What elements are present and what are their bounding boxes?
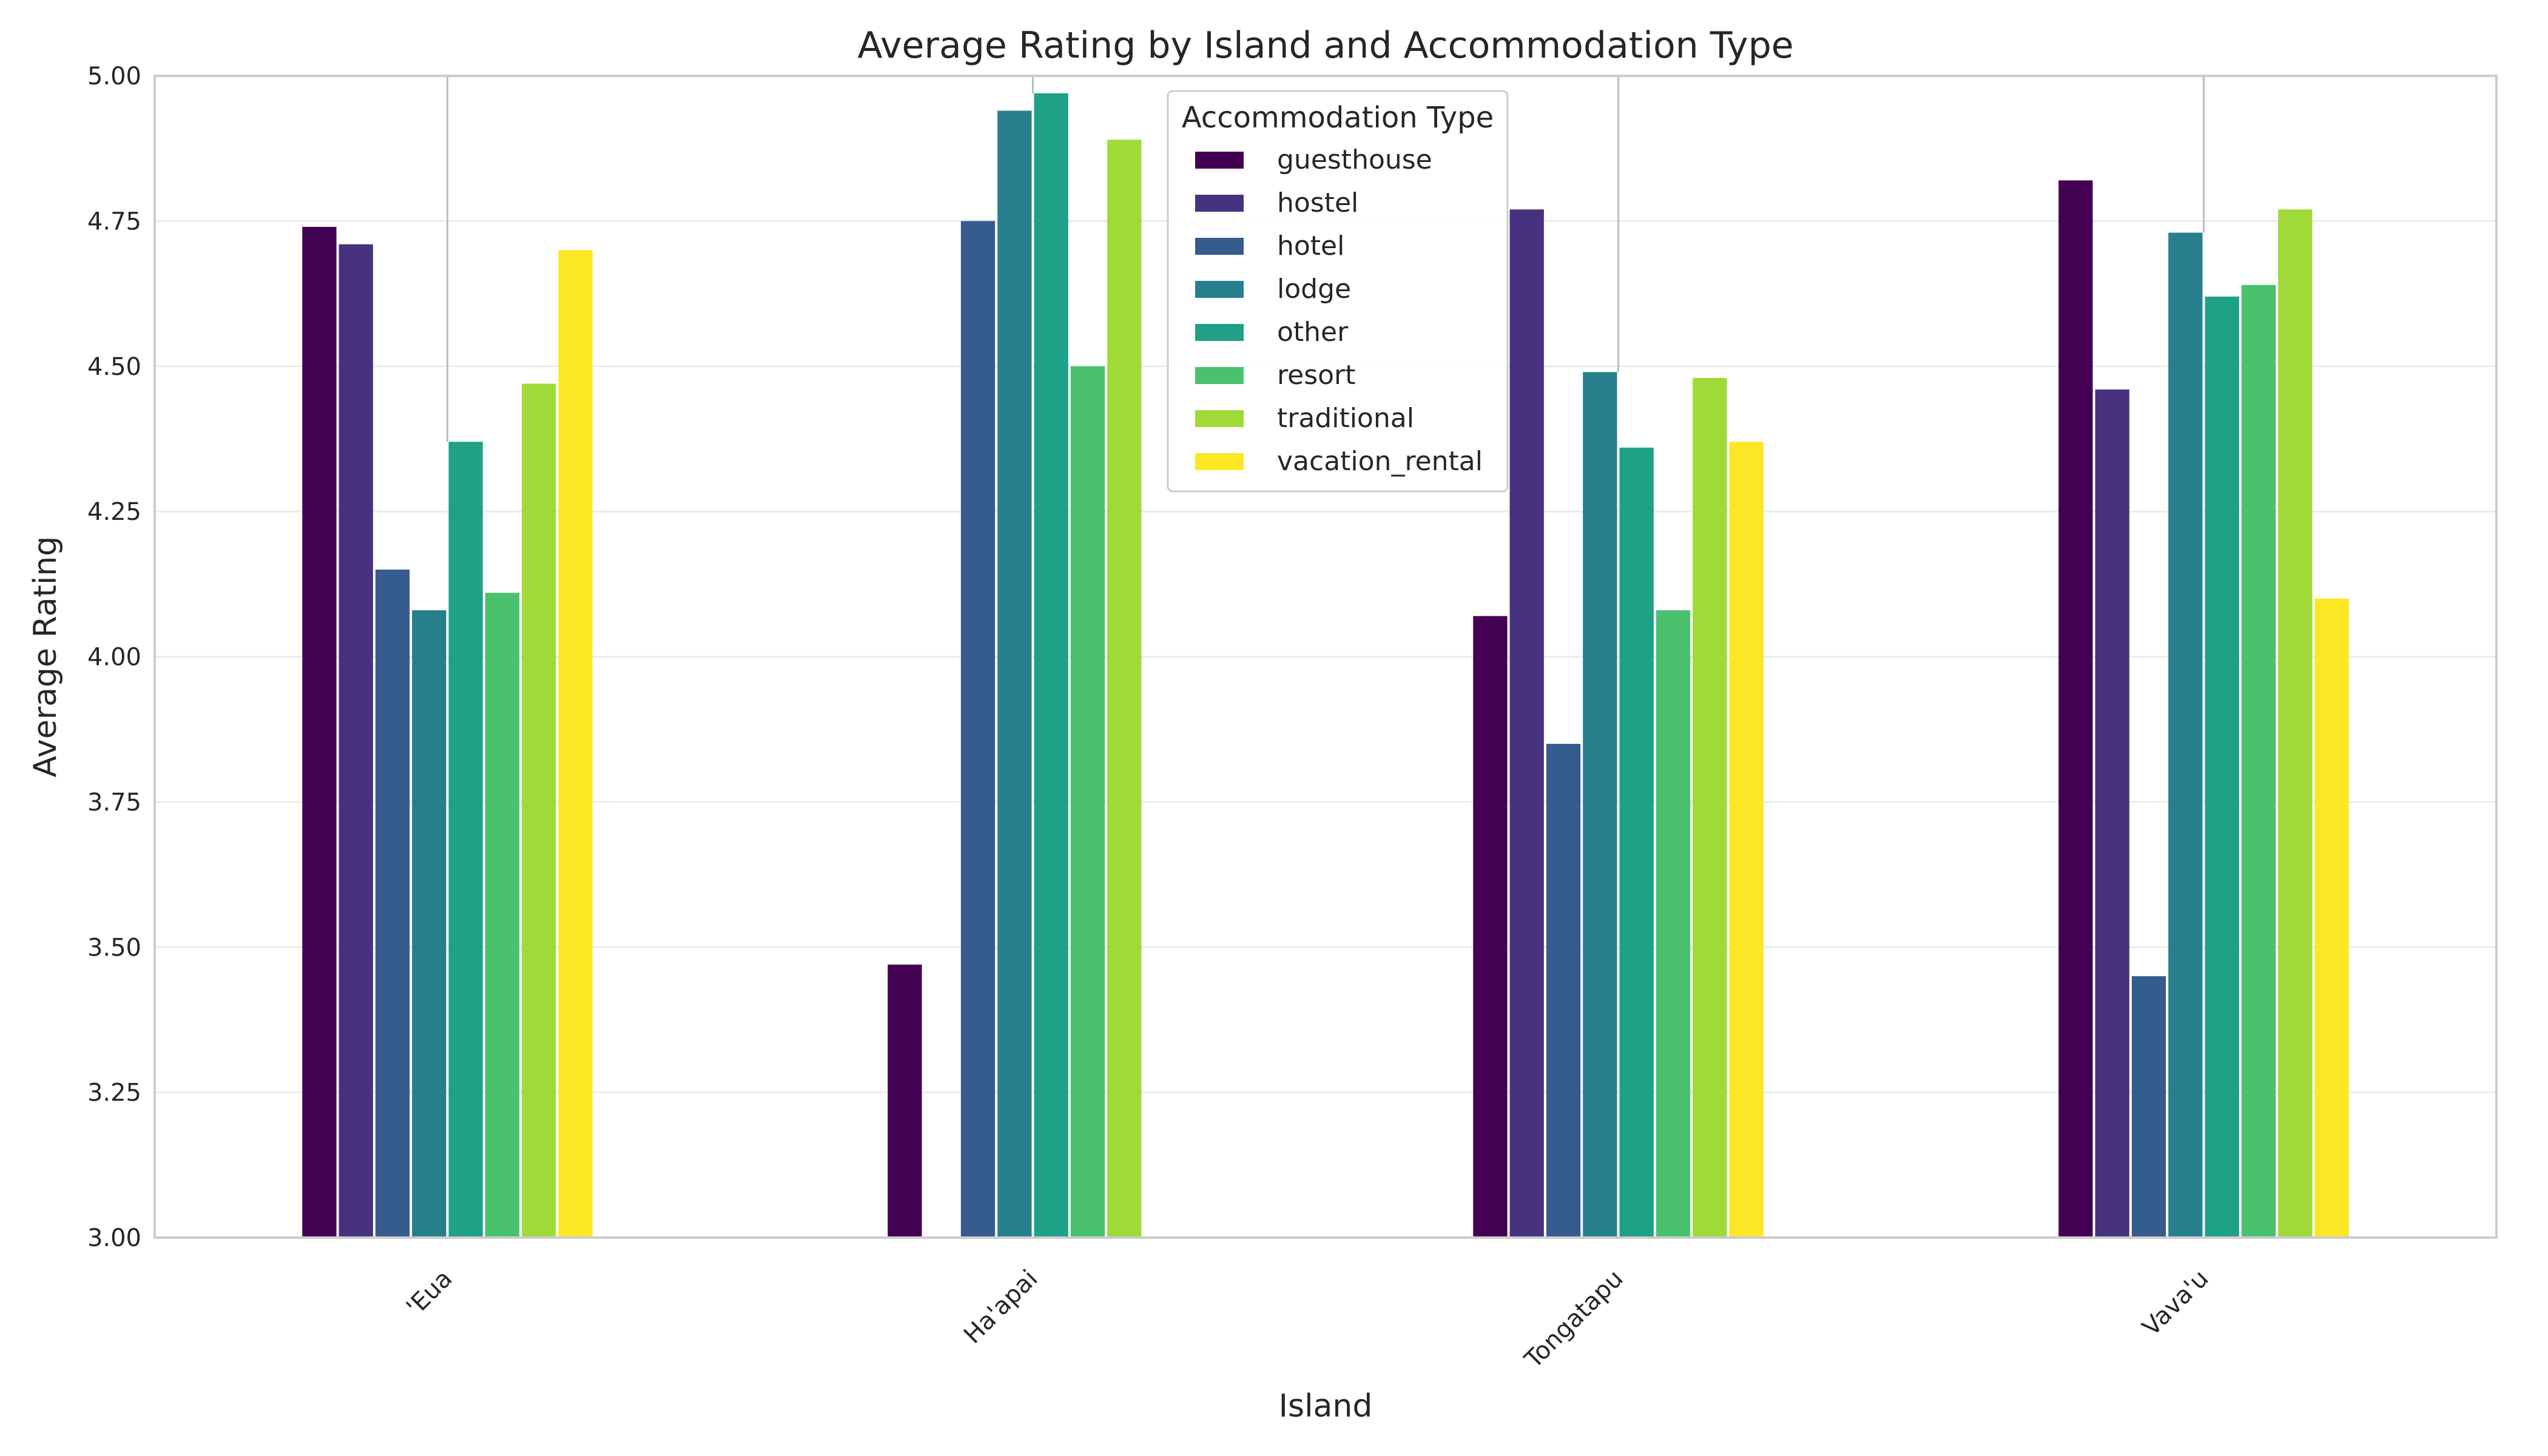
bar-resort — [1070, 366, 1105, 1238]
bar-other — [2205, 296, 2239, 1238]
bar-lodge — [997, 110, 1032, 1238]
bar-hostel — [2095, 389, 2129, 1238]
bar-guesthouse — [888, 964, 922, 1238]
y-tick-label: 3.50 — [87, 934, 141, 962]
x-tick-label: Vava'u — [2137, 1265, 2214, 1342]
bar-other — [1034, 93, 1068, 1238]
y-tick-label: 3.75 — [87, 789, 141, 817]
bar-hotel — [2131, 976, 2166, 1238]
bar-traditional — [1107, 140, 1142, 1238]
chart-title: Average Rating by Island and Accommodati… — [857, 24, 1793, 67]
x-tick-label: Tongatapu — [1519, 1265, 1629, 1375]
x-axis-label: Island — [1279, 1388, 1373, 1424]
bar-hotel — [375, 569, 410, 1238]
bar-resort — [1656, 610, 1691, 1238]
bar-other — [448, 442, 483, 1238]
y-tick-label: 3.25 — [87, 1079, 141, 1107]
bar-lodge — [2168, 232, 2203, 1238]
bar-hostel — [339, 244, 373, 1238]
legend-swatch-traditional — [1195, 410, 1244, 427]
legend-label: traditional — [1277, 403, 1414, 434]
bar-lodge — [1583, 372, 1617, 1238]
legend-label: lodge — [1277, 274, 1351, 305]
legend-swatch-hotel — [1195, 238, 1244, 255]
bars — [302, 93, 2349, 1238]
y-axis-ticks: 3.00 3.25 3.50 3.75 4.00 4.25 4.50 4.75 5.00 — [87, 62, 141, 1252]
plot-frame — [153, 75, 2498, 1239]
bar-hotel — [960, 221, 996, 1238]
x-tick-label: 'Eua — [401, 1265, 457, 1321]
legend-swatch-other — [1195, 324, 1244, 341]
legend-box — [1167, 90, 1509, 493]
legend-title: Accommodation Type — [1182, 101, 1494, 135]
legend-items: guesthouse hostel hotel lodge other resort tra… — [1195, 144, 1483, 477]
error-lines — [447, 76, 2205, 442]
y-tick-label: 4.00 — [87, 644, 141, 672]
legend: Accommodation Type guesthouse hostel hotel… — [1167, 90, 1509, 493]
x-axis-ticks: 'Eua Ha'apai Tongatapu Vava'u — [401, 1265, 2214, 1375]
y-tick-label: 5.00 — [87, 62, 141, 90]
bar-traditional — [2278, 209, 2313, 1238]
legend-label: other — [1277, 317, 1349, 348]
y-axis-label: Average Rating — [27, 536, 64, 778]
bar-vacation_rental — [2314, 598, 2349, 1238]
legend-swatch-resort — [1195, 367, 1244, 384]
y-tick-label: 4.75 — [87, 207, 141, 235]
legend-label: guesthouse — [1277, 144, 1432, 175]
y-tick-label: 4.25 — [87, 498, 141, 526]
legend-swatch-lodge — [1195, 281, 1244, 298]
legend-label: hostel — [1277, 187, 1358, 218]
y-tick-label: 3.00 — [87, 1224, 141, 1252]
bar-other — [1619, 447, 1654, 1238]
bar-hostel — [1509, 209, 1544, 1238]
legend-swatch-vacation_rental — [1195, 453, 1244, 470]
legend-label: hotel — [1277, 231, 1344, 261]
y-tick-label: 4.50 — [87, 353, 141, 381]
bar-resort — [485, 593, 520, 1238]
bar-guesthouse — [1473, 616, 1508, 1238]
bar-vacation_rental — [558, 250, 593, 1238]
bar-traditional — [1693, 377, 1727, 1238]
bar-vacation_rental — [1729, 442, 1764, 1238]
x-tick-label: Ha'apai — [959, 1265, 1043, 1349]
bar-traditional — [522, 383, 556, 1238]
legend-label: resort — [1277, 360, 1355, 391]
legend-swatch-guesthouse — [1195, 152, 1244, 169]
bar-lodge — [412, 610, 447, 1238]
legend-label: vacation_rental — [1277, 446, 1483, 477]
bar-hotel — [1546, 744, 1581, 1238]
bar-guesthouse — [302, 226, 337, 1238]
legend-swatch-hostel — [1195, 195, 1244, 212]
bar-resort — [2241, 285, 2276, 1238]
bar-guesthouse — [2058, 180, 2093, 1238]
